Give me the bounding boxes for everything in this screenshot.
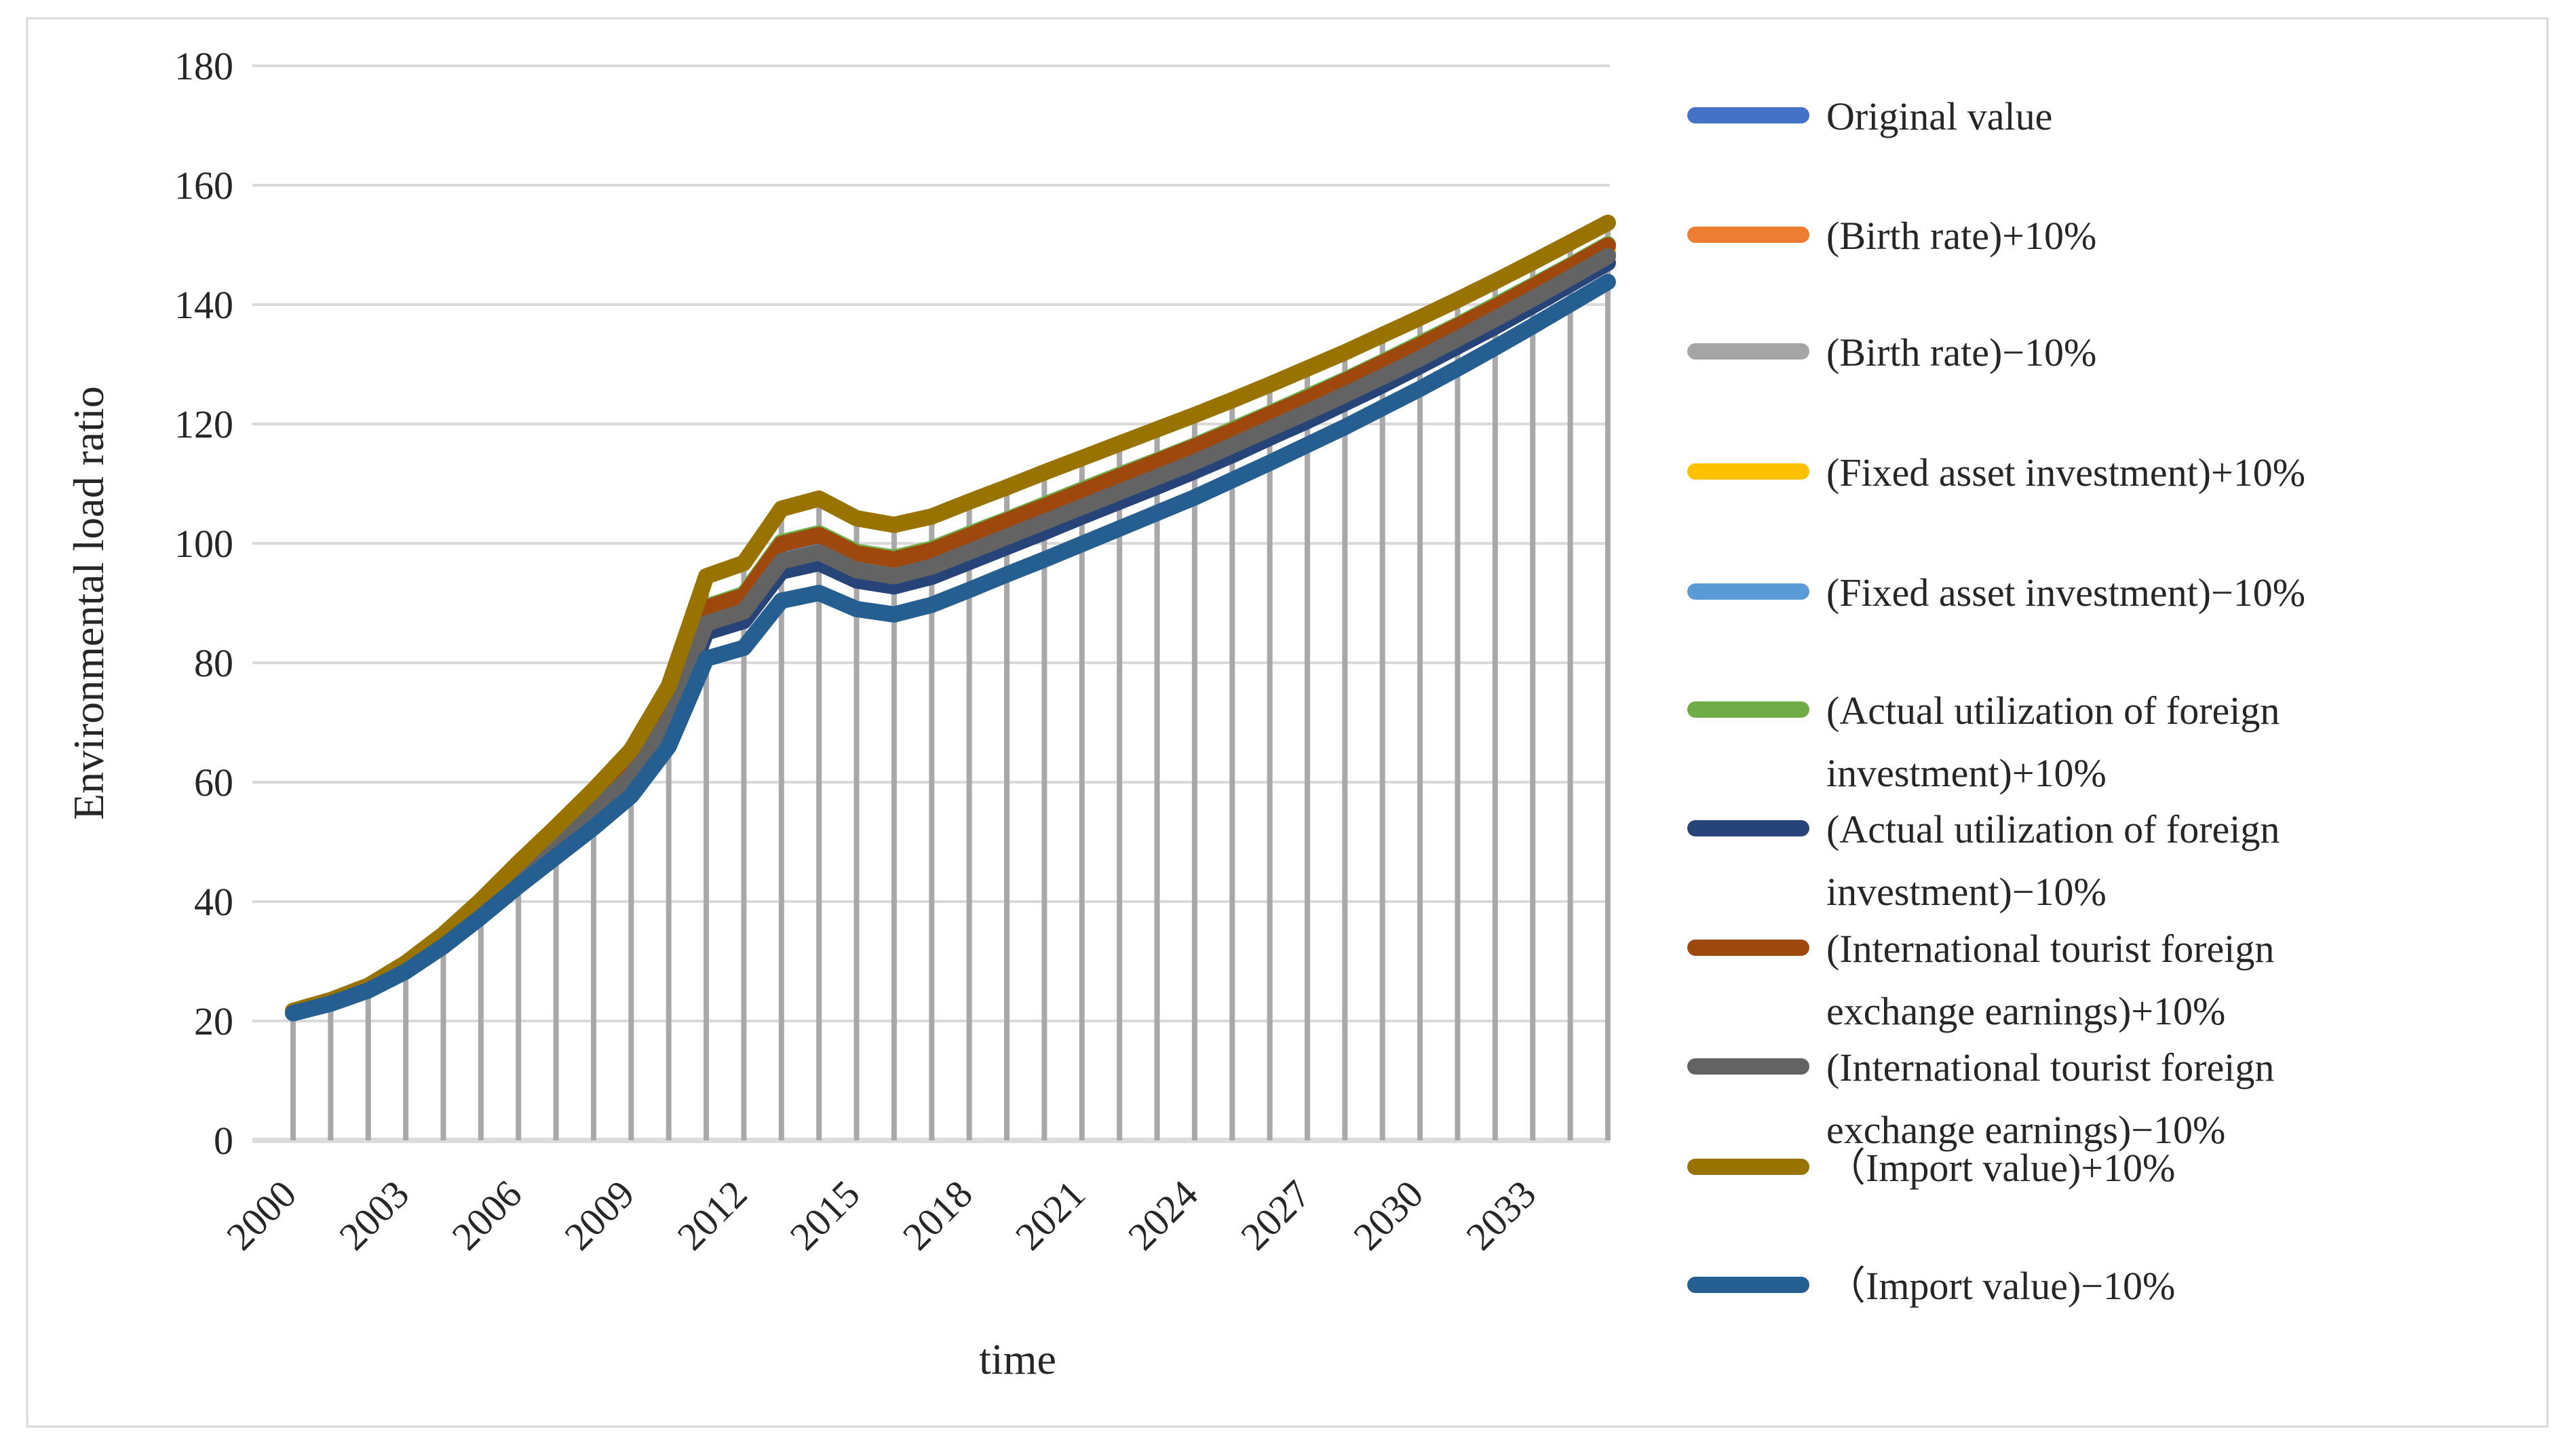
legend-swatch [1687,1277,1809,1293]
legend-item: (International tourist foreign exchange e… [1687,927,2274,1033]
legend-swatch [1687,583,1809,600]
x-tick-label: 2015 [782,1172,868,1258]
drop-lines [290,223,1611,1140]
y-tick-label: 180 [174,44,233,88]
legend-swatch [1687,227,1809,243]
legend-swatch [1687,701,1809,718]
x-tick-label: 2030 [1345,1172,1431,1258]
legend-swatch [1687,463,1809,480]
y-tick-label: 100 [174,522,233,566]
legend-label: (Actual utilization of foreign investment… [1826,689,2280,795]
legend-swatch [1687,107,1809,123]
legend-swatch [1687,940,1809,956]
y-axis-tick-labels: 0 20 40 60 80 100 120 140 160 180 [174,44,233,1163]
legend: Original value (Birth rate)+10% (Birth rat… [1687,94,2305,1308]
x-axis-title: time [979,1335,1056,1383]
legend-item: (Fixed asset investment)+10% [1687,450,2305,495]
x-tick-label: 2000 [218,1172,305,1258]
x-tick-label: 2027 [1232,1172,1319,1258]
figure-border [26,17,2549,1428]
x-axis-tick-labels: 2000 2003 2006 2009 2012 2015 2018 2021 2024 2027… [218,1172,1544,1258]
x-tick-label: 2003 [330,1172,417,1258]
x-tick-label: 2009 [556,1172,643,1258]
legend-item: （Import value)+10% [1687,1146,2175,1190]
y-tick-label: 20 [194,999,233,1043]
legend-item: （Import value)−10% [1687,1264,2175,1308]
x-tick-label: 2033 [1457,1172,1544,1258]
y-tick-label: 160 [174,163,233,208]
legend-label: (Fixed asset investment)+10% [1826,450,2305,495]
series-lines [285,214,1616,1022]
legend-item: (International tourist foreign exchange e… [1687,1045,2274,1152]
x-tick-label: 2006 [443,1172,530,1258]
x-tick-label: 2012 [669,1172,756,1258]
y-tick-label: 120 [174,402,233,446]
legend-swatch [1687,1159,1809,1175]
legend-label: (Birth rate)−10% [1826,330,2096,374]
legend-label: (International tourist foreign exchange e… [1826,1045,2274,1152]
legend-label: （Import value)−10% [1826,1264,2175,1308]
x-tick-label: 2021 [1007,1172,1094,1258]
y-tick-label: 80 [194,641,233,685]
x-tick-label: 2018 [894,1172,981,1258]
series-line-10 [285,273,1616,1022]
legend-label: (Birth rate)+10% [1826,214,2096,258]
legend-item: (Fixed asset investment)−10% [1687,571,2305,615]
legend-label: Original value [1826,94,2052,138]
legend-item: (Actual utilization of foreign investment… [1687,689,2280,795]
y-tick-label: 60 [194,760,233,805]
legend-item: (Birth rate)−10% [1687,330,2096,374]
y-axis-title: Environmental load ratio [64,386,113,820]
legend-label: (Fixed asset investment)−10% [1826,571,2305,615]
legend-swatch [1687,820,1809,836]
x-tick-label: 2024 [1119,1172,1206,1258]
y-tick-label: 0 [214,1119,233,1163]
series-line-9 [285,214,1616,1019]
legend-item: (Birth rate)+10% [1687,214,2096,258]
legend-label: (International tourist foreign exchange e… [1826,927,2274,1033]
legend-swatch [1687,1058,1809,1075]
legend-label: （Import value)+10% [1826,1146,2175,1190]
y-tick-label: 40 [194,880,233,924]
legend-label: (Actual utilization of foreign investment… [1826,807,2280,914]
y-tick-label: 140 [174,283,233,327]
legend-swatch [1687,343,1809,360]
legend-item: Original value [1687,94,2052,138]
legend-item: (Actual utilization of foreign investment… [1687,807,2280,914]
